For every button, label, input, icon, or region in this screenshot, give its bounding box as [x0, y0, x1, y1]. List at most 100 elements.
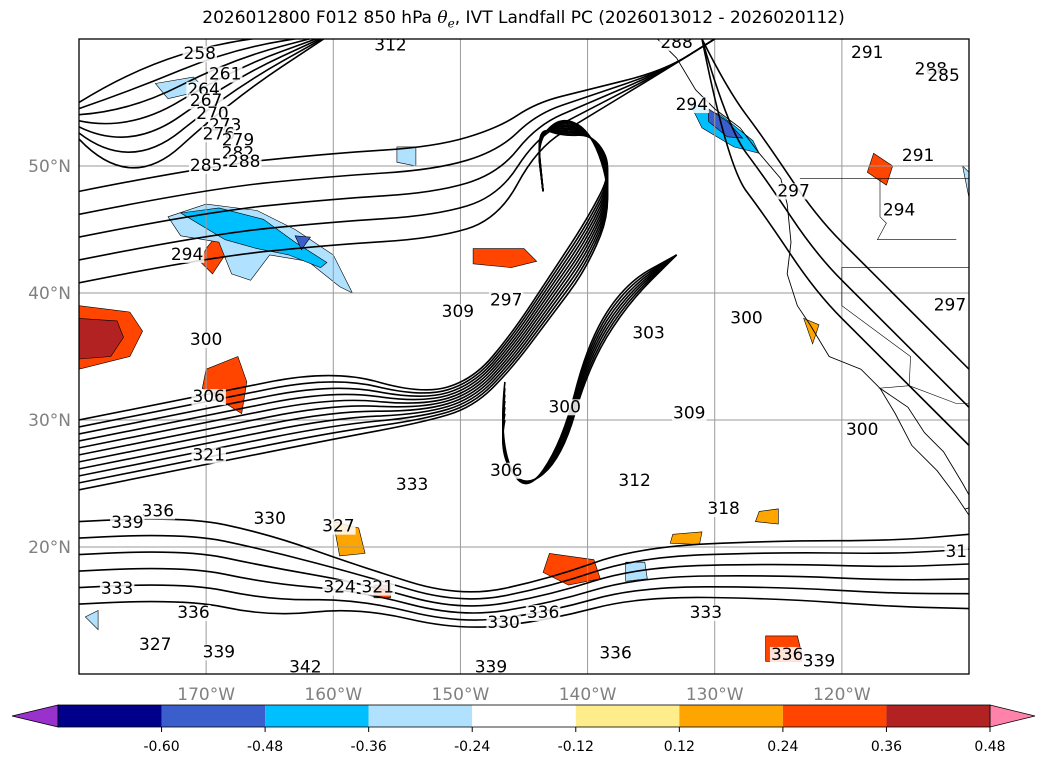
contour-line-12	[79, 119, 609, 491]
contour-line-33	[79, 567, 969, 614]
contour-label-bg-3	[188, 93, 224, 110]
y-tick-label-2: 40°N	[28, 284, 71, 304]
shaded-region-12	[542, 553, 601, 586]
contour-label-20: 336	[177, 603, 209, 623]
contour-label-1: 261	[209, 65, 241, 85]
contour-label-37: 300	[846, 420, 878, 440]
contour-line-22	[79, 129, 609, 421]
shaded-region-20	[754, 508, 779, 525]
border-line-1	[878, 385, 969, 404]
colorbar-extend-high	[989, 704, 1036, 728]
contour-label-bg-54	[944, 544, 969, 561]
contour-line-7	[79, 39, 716, 193]
contour-label-53: 285	[927, 66, 959, 86]
contour-line-5	[79, 39, 324, 153]
contour-label-40: 339	[475, 658, 507, 678]
contour-label-bg-38	[525, 605, 561, 622]
contour-line-24	[502, 254, 678, 483]
shaded-region-11	[472, 248, 538, 268]
contour-label-bg-18	[99, 580, 135, 597]
contour-line-19	[79, 129, 609, 442]
contour-label-bg-10	[227, 154, 262, 171]
colorbar-extend-low	[11, 704, 59, 728]
shaded-region-17	[803, 317, 820, 345]
contour-line-13	[79, 121, 609, 484]
contour-label-47: 291	[902, 146, 934, 166]
contour-label-36: 318	[707, 499, 739, 519]
contour-label-43: 339	[803, 651, 835, 671]
contour-label-34: 309	[673, 404, 705, 424]
contour-label-bg-22	[288, 659, 323, 674]
contour-label-bg-14	[191, 447, 226, 464]
contour-line-6	[79, 39, 326, 169]
contour-label-bg-21	[201, 644, 237, 661]
contour-label-bg-24	[360, 579, 396, 596]
contour-line-21	[79, 129, 609, 428]
contour-label-45: 288	[660, 33, 692, 53]
shaded-region-21	[669, 531, 703, 545]
title-prefix: 2026012800 F012 850 hPa	[202, 8, 432, 28]
contour-label-31: 303	[632, 324, 664, 344]
contour-label-bg-30	[488, 292, 524, 309]
contour-label-39: 336	[599, 644, 631, 664]
contour-line-32	[79, 551, 969, 607]
contour-label-bg-46	[674, 97, 710, 114]
contour-line-0	[79, 39, 258, 104]
colorbar-segment-4	[472, 705, 576, 727]
contour-label-18: 333	[101, 579, 133, 599]
contour-label-46: 294	[676, 95, 708, 115]
contour-label-bg-41	[688, 605, 724, 622]
colorbar-segment-6	[679, 705, 783, 727]
contour-label-bg-15	[140, 503, 176, 520]
contour-label-35: 312	[618, 471, 650, 491]
x-tick-label-2: 150°W	[432, 685, 490, 705]
contour-label-25: 327	[322, 517, 354, 537]
contour-label-bg-25	[321, 518, 356, 535]
contour-label-bg-50	[932, 297, 968, 314]
contour-label-15: 336	[142, 501, 174, 521]
contour-label-bg-33	[729, 310, 764, 327]
contour-label-bg-51	[373, 39, 408, 54]
contour-label-bg-32	[547, 399, 582, 416]
contour-label-0: 258	[184, 44, 216, 64]
colorbar-segment-0	[58, 705, 162, 727]
contour-label-bg-45	[659, 39, 694, 51]
contour-label-bg-35	[617, 472, 652, 489]
contour-label-44: 291	[851, 43, 883, 63]
contour-line-2	[79, 39, 313, 116]
contour-label-bg-23	[322, 579, 357, 596]
colorbar-label-7: 0.36	[871, 739, 902, 755]
contour-line-30	[79, 518, 969, 593]
contour-label-bg-16	[110, 514, 145, 531]
contour-line-10	[79, 39, 716, 261]
contour-line-11	[79, 39, 716, 284]
contour-label-bg-47	[900, 147, 936, 164]
y-tick-label-3: 50°N	[28, 157, 71, 177]
contour-label-bg-34	[672, 405, 707, 422]
contour-label-bg-53	[926, 67, 961, 84]
shaded-region-8	[396, 146, 417, 167]
colorbar-segment-3	[368, 705, 473, 727]
contour-label-bg-12	[188, 331, 224, 348]
contour-label-22: 342	[289, 658, 321, 678]
colorbar-segment-2	[265, 705, 369, 727]
shaded-region-19	[962, 165, 969, 198]
colorbar-label-2: -0.36	[351, 739, 387, 755]
colorbar-label-1: -0.48	[247, 739, 283, 755]
contour-label-32: 300	[548, 397, 580, 417]
contour-label-9: 285	[190, 156, 222, 176]
border-line-3	[841, 267, 911, 386]
colorbar-label-5: 0.12	[664, 739, 695, 755]
plot-frame	[78, 38, 970, 675]
title-symbol-sub: e	[447, 16, 455, 31]
contour-label-48: 297	[777, 181, 809, 201]
shaded-region-2	[201, 356, 248, 415]
contour-lines-layer	[79, 39, 969, 628]
contour-label-33: 300	[730, 308, 762, 328]
contour-label-41: 333	[690, 603, 722, 623]
contour-line-36	[701, 39, 969, 370]
contour-label-27: 330	[487, 613, 519, 633]
axis-ticks: 170°W 160°W 150°W 140°W 130°W 120°W 20°N 30°N 40…	[28, 157, 871, 705]
colorbar-segment-5	[575, 705, 680, 727]
